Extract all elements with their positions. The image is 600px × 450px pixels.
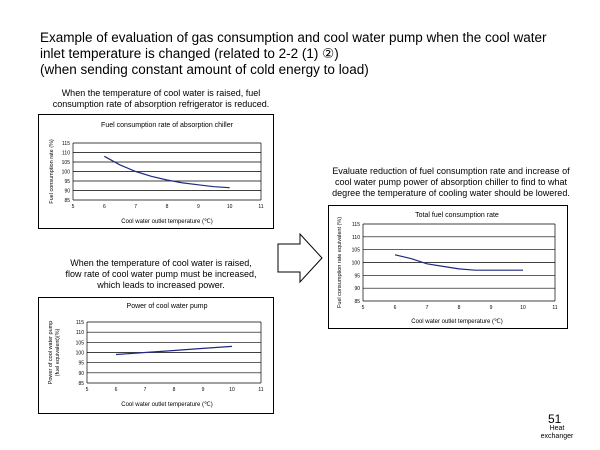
note-line: degree the temperature of cooling water … bbox=[332, 188, 570, 198]
y-tick-label: 110 bbox=[62, 151, 70, 157]
note-line: flow rate of cool water pump must be inc… bbox=[65, 269, 257, 279]
note-bottom: When the temperature of cool water is ra… bbox=[30, 258, 292, 291]
chart-fuel-consumption-svg: Fuel consumption rate of absorption chil… bbox=[49, 122, 264, 225]
note-line: Evaluate reduction of fuel consumption r… bbox=[332, 166, 570, 176]
y-tick-label: 100 bbox=[352, 261, 361, 267]
series-line bbox=[104, 155, 230, 189]
note-line: which leads to increased power. bbox=[97, 280, 225, 290]
note-top: When the temperature of cool water is ra… bbox=[30, 88, 292, 110]
x-tick-label: 7 bbox=[144, 387, 147, 393]
x-tick-label: 5 bbox=[86, 387, 89, 393]
x-tick-label: 9 bbox=[202, 387, 205, 393]
x-tick-label: 8 bbox=[166, 204, 169, 210]
note-right: Evaluate reduction of fuel consumption r… bbox=[312, 166, 590, 199]
note-line: cool water pump power of absorption chil… bbox=[334, 177, 568, 187]
y-tick-label: 115 bbox=[76, 320, 84, 326]
x-tick-label: 6 bbox=[115, 387, 118, 393]
y-tick-label: 100 bbox=[76, 351, 85, 357]
y-tick-label: 115 bbox=[62, 141, 70, 147]
chart-total-fuel-svg: Total fuel consumption rate8590951001051… bbox=[337, 212, 558, 325]
y-tick-label: 85 bbox=[64, 198, 70, 204]
y-tick-label: 90 bbox=[354, 286, 360, 292]
footer-label-line: Heat bbox=[549, 425, 565, 432]
y-axis-label: Fuel consumption rate equivalent (%) bbox=[337, 217, 343, 308]
y-tick-label: 105 bbox=[76, 340, 85, 346]
x-tick-label: 9 bbox=[490, 305, 493, 311]
footer-label: Heat exchanger bbox=[540, 425, 574, 441]
y-axis-label: Power of cool water pump(fuel equivalent… bbox=[48, 321, 61, 385]
chart-fuel-consumption: Fuel consumption rate of absorption chil… bbox=[38, 114, 274, 229]
x-tick-label: 11 bbox=[258, 204, 263, 210]
y-tick-label: 85 bbox=[354, 299, 360, 305]
x-tick-label: 8 bbox=[458, 305, 461, 311]
y-tick-label: 110 bbox=[76, 330, 84, 336]
x-tick-label: 5 bbox=[72, 204, 75, 210]
chart-pump-power-svg: Power of cool water pump8590951001051101… bbox=[48, 303, 264, 408]
x-tick-label: 10 bbox=[520, 305, 526, 311]
x-tick-label: 6 bbox=[394, 305, 397, 311]
y-tick-label: 95 bbox=[78, 361, 84, 367]
x-tick-label: 5 bbox=[362, 305, 365, 311]
chart-title: Total fuel consumption rate bbox=[415, 212, 499, 219]
y-tick-label: 90 bbox=[78, 371, 84, 377]
chart-total-fuel: Total fuel consumption rate 85 90 95 100 105 1… bbox=[328, 205, 568, 329]
x-tick-label: 7 bbox=[134, 204, 137, 210]
series-line bbox=[394, 254, 523, 271]
note-line: consumption rate of absorption refrigera… bbox=[52, 99, 270, 109]
title-line: inlet temperature is changed (related to… bbox=[40, 46, 339, 61]
y-tick-label: 100 bbox=[62, 170, 71, 176]
x-tick-label: 6 bbox=[103, 204, 106, 210]
chart-pump-power: Power of cool water pump 85 90 95 100 105 110 1… bbox=[38, 297, 274, 414]
y-tick-label: 115 bbox=[352, 222, 360, 228]
title-line: Example of evaluation of gas consumption… bbox=[40, 30, 547, 45]
x-tick-label: 11 bbox=[258, 387, 263, 393]
x-tick-label: 10 bbox=[227, 204, 233, 210]
x-tick-label: 11 bbox=[552, 305, 557, 311]
x-axis-label: Cool water outlet temperature (℃) bbox=[121, 219, 212, 225]
title-line: (when sending constant amount of cold en… bbox=[40, 62, 369, 77]
y-tick-label: 90 bbox=[64, 189, 70, 195]
y-tick-label: 95 bbox=[354, 273, 360, 279]
slide-title: Example of evaluation of gas consumption… bbox=[40, 30, 580, 78]
x-tick-label: 8 bbox=[173, 387, 176, 393]
x-tick-label: 7 bbox=[426, 305, 429, 311]
x-tick-label: 9 bbox=[197, 204, 200, 210]
y-axis-label: Fuel consumption rate (%) bbox=[49, 139, 55, 204]
right-arrow-icon bbox=[277, 232, 323, 284]
note-line: When the temperature of cool water is ra… bbox=[70, 258, 252, 268]
chart-title: Fuel consumption rate of absorption chil… bbox=[101, 122, 234, 129]
y-tick-label: 105 bbox=[352, 248, 361, 254]
series-line bbox=[115, 345, 233, 356]
x-axis-label: Cool water outlet temperature (℃) bbox=[411, 319, 502, 325]
note-line: When the temperature of cool water is ra… bbox=[61, 88, 261, 98]
y-tick-label: 105 bbox=[62, 160, 71, 166]
page-number: 51 bbox=[548, 412, 562, 426]
y-tick-label: 85 bbox=[78, 381, 84, 387]
x-tick-label: 10 bbox=[229, 387, 235, 393]
y-tick-label: 95 bbox=[64, 179, 70, 185]
footer-label-line: exchanger bbox=[540, 433, 574, 440]
x-axis-label: Cool water outlet temperature (℃) bbox=[121, 402, 212, 408]
chart-title: Power of cool water pump bbox=[127, 303, 208, 310]
y-tick-label: 110 bbox=[352, 235, 360, 241]
